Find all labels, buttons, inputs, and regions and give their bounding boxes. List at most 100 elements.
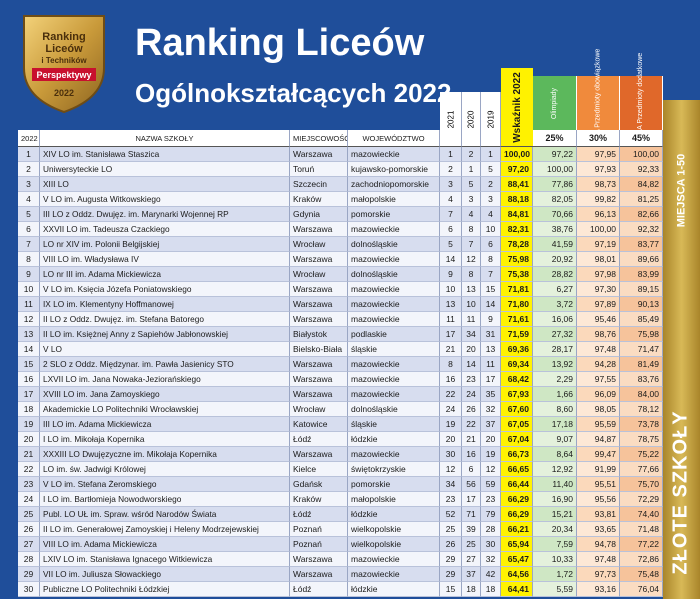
table-cell: 16 [462, 447, 481, 462]
table-cell: XXXIII LO Dwujęzyczne im. Mikołaja Koper… [40, 447, 290, 462]
table-cell: 97,19 [577, 237, 620, 252]
table-cell: II LO im. Generałowej Zamoyskiej i Helen… [40, 522, 290, 537]
table-cell: 25 [18, 507, 40, 522]
table-cell: 71,81 [501, 282, 533, 297]
table-cell: 12 [18, 312, 40, 327]
table-cell: śląskie [348, 342, 440, 357]
column-header: MATURA Przedmioty dodatkowe [620, 52, 663, 154]
table-cell: Łódź [290, 432, 348, 447]
column-header: NAZWA SZKOŁY [40, 130, 290, 147]
table-cell: 13,92 [533, 357, 577, 372]
table-cell: 22 [462, 417, 481, 432]
table-cell: 23 [462, 372, 481, 387]
table-cell: 9 [481, 312, 501, 327]
table-cell: 90,13 [620, 297, 663, 312]
table-cell: 71,80 [501, 297, 533, 312]
table-cell: 32 [481, 552, 501, 567]
table-cell: 77,22 [620, 537, 663, 552]
table-cell: Warszawa [290, 372, 348, 387]
table-cell: Kielce [290, 462, 348, 477]
table-cell: 96,13 [577, 207, 620, 222]
table-cell: 30 [440, 447, 462, 462]
table-cell: 28 [481, 522, 501, 537]
table-cell: 12 [462, 252, 481, 267]
table-cell: Katowice [290, 417, 348, 432]
table-cell: 2 [440, 162, 462, 177]
table-cell: 81,49 [620, 357, 663, 372]
table-cell: 21 [440, 342, 462, 357]
table-cell: 28,82 [533, 267, 577, 282]
table-cell: mazowieckie [348, 552, 440, 567]
table-cell: 27 [18, 537, 40, 552]
table-cell: 21 [462, 432, 481, 447]
table-cell: 4 [18, 192, 40, 207]
table-cell: 75,98 [620, 327, 663, 342]
table-cell: 27 [462, 552, 481, 567]
table-cell: LO im. św. Jadwigi Królowej [40, 462, 290, 477]
table-cell: 26 [440, 537, 462, 552]
table-cell: 82,05 [533, 192, 577, 207]
table-cell: 10,33 [533, 552, 577, 567]
table-cell: 12,92 [533, 462, 577, 477]
logo-text: i Techników [41, 56, 87, 65]
table-cell: 15 [440, 582, 462, 597]
table-cell: 71,61 [501, 312, 533, 327]
table-cell: Akademickie LO Politechniki Wrocławskiej [40, 402, 290, 417]
table-cell: 71,59 [501, 327, 533, 342]
table-cell: mazowieckie [348, 222, 440, 237]
table-cell: Warszawa [290, 387, 348, 402]
table-cell: VIII LO im. Władysława IV [40, 252, 290, 267]
table-cell: 75,70 [620, 477, 663, 492]
logo-shield [23, 15, 105, 114]
table-cell: 5 [440, 237, 462, 252]
table-cell: Publiczne LO Politechniki Łódzkiej [40, 582, 290, 597]
logo: Ranking Liceów i Techników Perspektywy 2… [23, 15, 105, 114]
table-cell: Poznań [290, 537, 348, 552]
table-cell: 3 [481, 192, 501, 207]
table-cell: IX LO im. Klementyny Hoffmanowej [40, 297, 290, 312]
table-cell: Łódź [290, 582, 348, 597]
table-cell: 16 [440, 372, 462, 387]
table-cell: Warszawa [290, 282, 348, 297]
table-cell: 78,75 [620, 432, 663, 447]
table-cell: 66,73 [501, 447, 533, 462]
table-cell: 72,29 [620, 492, 663, 507]
table-cell: 93,16 [577, 582, 620, 597]
table-cell: 6 [481, 237, 501, 252]
table-cell: wielkopolskie [348, 537, 440, 552]
table-cell: 5 [462, 177, 481, 192]
table-cell: 92,33 [620, 162, 663, 177]
table-cell: II LO z Oddz. Dwujęz. im. Stefana Batore… [40, 312, 290, 327]
table-cell: 98,05 [577, 402, 620, 417]
table-cell: 20,92 [533, 252, 577, 267]
table-cell: 5 [18, 207, 40, 222]
table-cell: 14 [18, 342, 40, 357]
table-cell: Kraków [290, 192, 348, 207]
table-cell: 16,06 [533, 312, 577, 327]
table-cell: V LO im. Księcia Józefa Poniatowskiego [40, 282, 290, 297]
weight: 30% [577, 130, 620, 147]
side-bottom: ZŁOTE SZKOŁY [670, 410, 692, 575]
column-header: MATURA Przedmioty obowiązkowe [577, 48, 620, 158]
table-cell: 93,65 [577, 522, 620, 537]
table-cell: 9,07 [533, 432, 577, 447]
table-cell: V LO im. Augusta Witkowskiego [40, 192, 290, 207]
logo-banner-text: Perspektywy [36, 70, 91, 80]
table-cell: 6 [462, 462, 481, 477]
table-cell: 83,99 [620, 267, 663, 282]
table-cell: mazowieckie [348, 387, 440, 402]
table-cell: 20 [18, 432, 40, 447]
table-cell: łódzkie [348, 582, 440, 597]
table-cell: 21 [18, 447, 40, 462]
table-cell: 88,41 [501, 177, 533, 192]
table-cell: 23 [18, 477, 40, 492]
table-cell: 12 [440, 462, 462, 477]
table-cell: 6 [440, 222, 462, 237]
table-cell: mazowieckie [348, 357, 440, 372]
table-cell: łódzkie [348, 432, 440, 447]
table-cell: 23 [440, 492, 462, 507]
weight: 45% [620, 130, 663, 147]
table-cell: III LO z Oddz. Dwujęz. im. Marynarki Woj… [40, 207, 290, 222]
table-cell: zachodniopomorskie [348, 177, 440, 192]
